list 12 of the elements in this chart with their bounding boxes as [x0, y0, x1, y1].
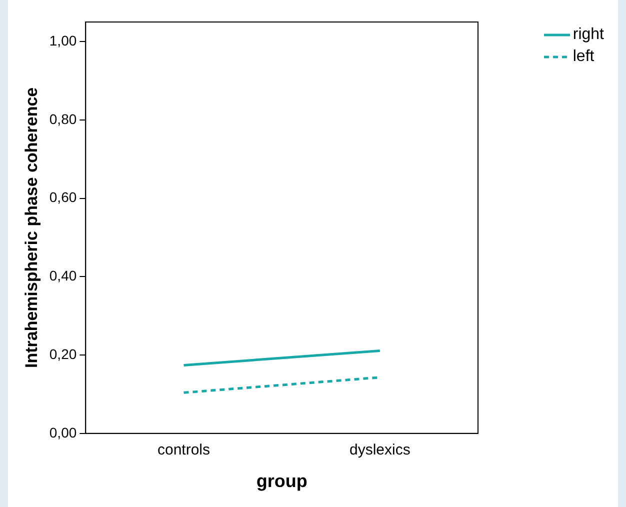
y-tick-label: 0,40: [49, 268, 77, 284]
y-tick-label: 0,80: [49, 110, 77, 127]
y-axis-title: Intrahemispheric phase coherence: [22, 87, 41, 368]
x-axis-title: group: [256, 471, 308, 492]
y-tick-label: 0,20: [49, 346, 77, 362]
y-tick-label: 0,60: [49, 189, 77, 206]
legend-label: right: [572, 26, 604, 44]
y-tick-label: 1,00: [49, 32, 77, 48]
x-tick-label: dyslexics: [349, 442, 410, 459]
legend-label: left: [572, 48, 594, 66]
y-tick-label: 0,00: [49, 424, 77, 440]
x-tick-label: controls: [157, 442, 210, 459]
